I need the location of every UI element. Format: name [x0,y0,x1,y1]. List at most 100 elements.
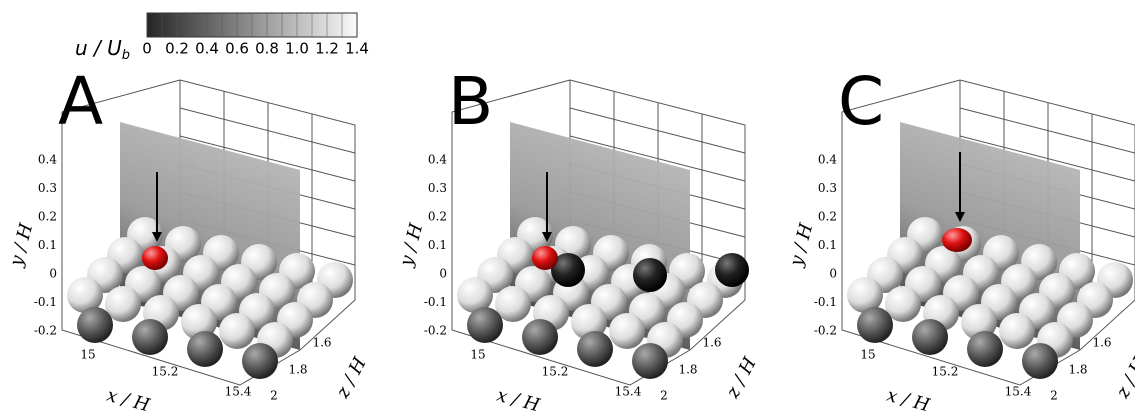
sphere [961,304,997,340]
panel: A0.4 0.3 0.2 0.1 0 -0.1 -0.2 y / H 15 15.2 15.4 x /… [6,63,371,416]
z-tick-label: 1.6 [312,336,331,350]
x-tick-label: 15.2 [932,365,959,379]
y-axis-label: y / H [786,221,818,270]
colorbar-tick-label: 1.2 [315,40,339,58]
colorbar-label-main: u / U [75,36,122,60]
sphere [219,313,255,349]
colorbar-tick-label: 0.6 [225,40,249,58]
panel-letter: B [448,63,493,140]
colorbar-label-sub: b [122,48,130,63]
colorbar-tick-label: 0.4 [195,40,219,58]
y-tick-label: -0.1 [814,295,837,309]
y-tick-label: -0.2 [34,324,57,338]
y-tick-label: 0.1 [38,238,57,252]
box-grid [179,135,356,182]
sphere [847,277,883,313]
y-axis-label: y / H [396,221,428,270]
z-tick-label: 2 [1050,389,1058,403]
z-tick-label: 1.6 [702,336,721,350]
x-tick-label: 15.2 [542,365,569,379]
x-tick-label: 15.4 [225,385,252,399]
y-tick-label: 0.1 [818,238,837,252]
y-tick-label: 0.2 [38,210,57,224]
sphere-dark [187,331,223,367]
sphere-dark [1022,343,1058,379]
y-tick-label: 0 [829,267,837,281]
z-axis-label: z / H [1112,354,1135,403]
y-tick-label: 0.1 [428,238,447,252]
y-tick-label: 0.2 [428,210,447,224]
colorbar-label: u / Ub [75,36,130,63]
box-grid [569,135,746,182]
sphere-black [551,253,585,287]
z-tick-label: 1.6 [1092,336,1111,350]
colorbar: u / Ub 0 0.2 0.4 0.6 0.8 1.0 1.2 1.4 [75,12,369,63]
box-grid [179,107,356,154]
box-grid [569,107,746,154]
arrow-head [542,232,552,242]
sphere-red [142,246,168,270]
panel: C0.4 0.3 0.2 0.1 0 -0.1 -0.2 y / H 15 15.2 15.4 x /… [786,63,1135,416]
y-tick-label: 0.4 [818,153,837,167]
y-tick-label: 0.3 [818,181,837,195]
x-tick-label: 15 [860,348,875,362]
colorbar-tick-label: 0.2 [165,40,189,58]
z-tick-label: 2 [660,389,668,403]
x-tick-label: 15.4 [615,385,642,399]
z-tick-label: 1.8 [1068,363,1087,377]
y-tick-label: 0 [49,267,57,281]
sphere-dark [912,319,948,355]
y-tick-label: -0.2 [814,324,837,338]
x-tick-label: 15.2 [152,365,179,379]
arrow-head [955,212,965,222]
sphere [105,286,141,322]
sphere-dark [467,307,503,343]
sphere-red [942,228,972,252]
x-axis-label: x / H [104,385,152,416]
y-tick-label: 0.2 [818,210,837,224]
z-axis-label: z / H [722,354,761,403]
panel: B0.4 0.3 0.2 0.1 0 -0.1 -0.2 y / H 15 15.2 15.4 x /… [396,63,761,416]
sphere [457,277,493,313]
arrow-head [152,232,162,242]
panel-letter: A [58,63,103,140]
sphere [181,304,217,340]
x-axis-label: x / H [494,385,542,416]
sphere-dark [632,343,668,379]
y-axis-label: y / H [6,221,38,270]
sphere-dark [577,331,613,367]
panel-letter: C [838,63,884,140]
sphere-black [633,258,667,292]
y-tick-label: -0.1 [424,295,447,309]
y-tick-label: 0 [439,267,447,281]
x-axis-label: x / H [884,385,932,416]
colorbar-tick-label: 1.0 [285,40,309,58]
y-tick-label: 0.3 [38,181,57,195]
sphere [67,277,103,313]
colorbar-tick-label: 0.8 [255,40,279,58]
z-axis-label: z / H [332,354,371,403]
y-tick-label: 0.4 [38,153,57,167]
box-grid [959,135,1135,182]
y-tick-label: 0.4 [428,153,447,167]
sphere [999,313,1035,349]
sphere-dark [242,343,278,379]
z-tick-label: 1.8 [678,363,697,377]
sphere-dark [857,307,893,343]
sphere-black [715,253,749,287]
sphere [885,286,921,322]
y-tick-label: -0.1 [34,295,57,309]
sphere [571,304,607,340]
y-tick-label: -0.2 [424,324,447,338]
z-tick-label: 1.8 [288,363,307,377]
sphere-dark [967,331,1003,367]
sphere-dark [132,319,168,355]
x-tick-label: 15.4 [1005,385,1032,399]
sphere-dark [77,307,113,343]
y-tick-label: 0.3 [428,181,447,195]
z-tick-label: 2 [270,389,278,403]
sphere [495,286,531,322]
x-tick-label: 15 [80,348,95,362]
sphere-red [532,246,558,270]
